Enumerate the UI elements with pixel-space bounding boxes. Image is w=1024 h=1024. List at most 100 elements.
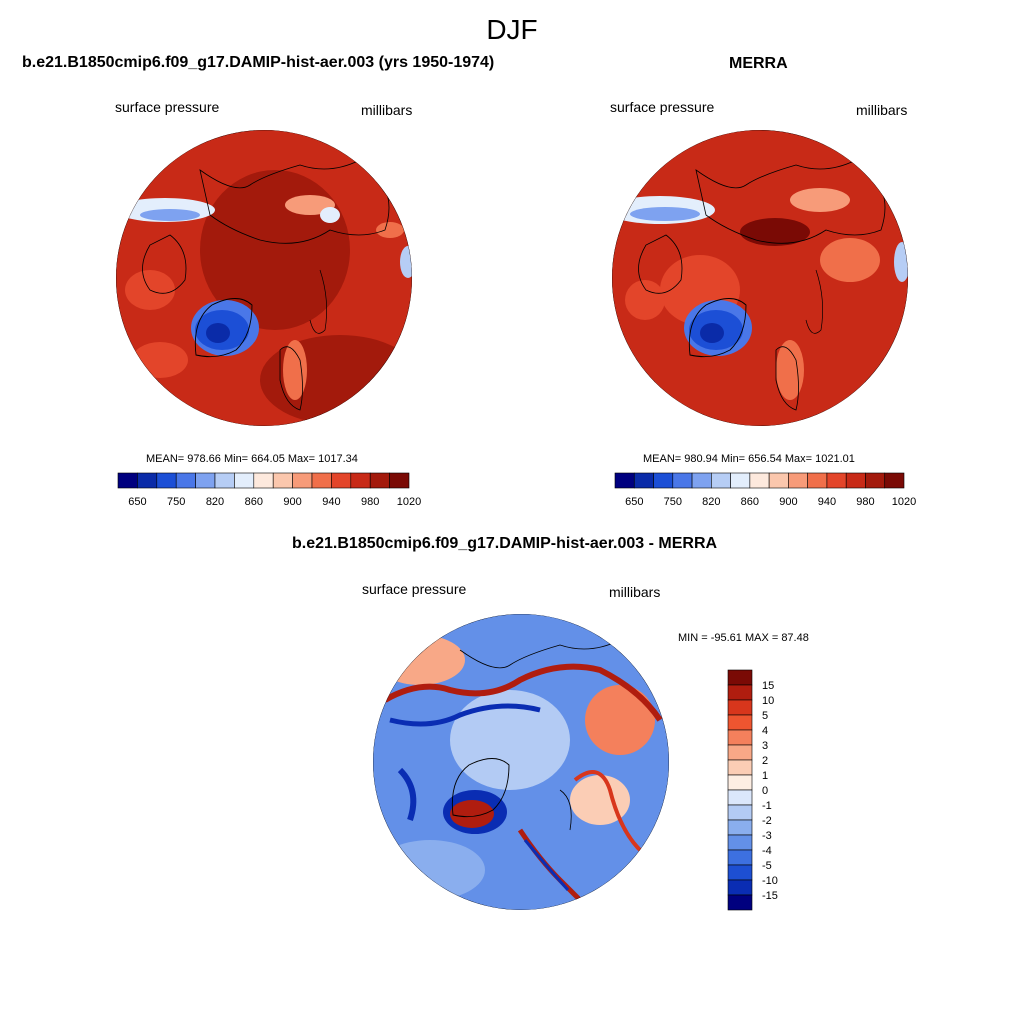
colorbar-swatch (253, 472, 274, 489)
colorbar-swatch (272, 472, 293, 489)
panel-3-units-label: millibars (609, 584, 661, 600)
colorbar-swatch (691, 472, 712, 489)
colorbar-swatch (234, 472, 255, 489)
colorbar-tick-label: 980 (856, 496, 874, 508)
map-3-atlantic (375, 840, 485, 900)
map-1-rockies-south (283, 340, 307, 400)
panel-2-title: MERRA (729, 55, 788, 72)
map-1-pacific-ring (132, 342, 188, 378)
colorbar-swatch (727, 819, 753, 836)
colorbar-tick-label: -15 (762, 890, 778, 902)
colorbar-1: 650 750 820 860 900 940 980 1020 (117, 472, 421, 508)
colorbar-swatch (389, 472, 410, 489)
map-3-pacific-pos (375, 635, 465, 685)
panel-3-title: b.e21.B1850cmip6.f09_g17.DAMIP-hist-aer.… (292, 535, 718, 552)
colorbar-swatch (727, 894, 753, 911)
panel-3-map (373, 614, 669, 910)
panel-1-map (116, 130, 412, 426)
colorbar-swatch (711, 472, 731, 489)
map-1-greenland-core (206, 323, 230, 343)
colorbar-swatch (788, 472, 808, 489)
colorbar-swatch (672, 472, 693, 489)
colorbar-swatch (727, 669, 753, 686)
colorbar-tick-label: 900 (779, 496, 797, 508)
colorbar-tick-label: 820 (702, 496, 720, 508)
colorbar-swatch (727, 834, 753, 851)
panel-2-stats: MEAN= 980.94 Min= 656.54 Max= 1021.01 (643, 453, 855, 465)
colorbar-tick-label: 0 (762, 785, 768, 797)
colorbar-swatch (727, 864, 753, 881)
panel-2-variable-label: surface pressure (610, 99, 715, 115)
colorbar-tick-label: 1020 (892, 496, 916, 508)
colorbar-swatch (350, 472, 371, 489)
colorbar-swatch (749, 472, 770, 489)
panel-2-map (612, 130, 908, 426)
colorbar-swatch (175, 472, 196, 489)
colorbar-swatch (884, 472, 905, 489)
colorbar-swatch (653, 472, 674, 489)
page-title: DJF (486, 14, 538, 45)
colorbar-tick-label: 940 (818, 496, 836, 508)
colorbar-tick-label: 860 (741, 496, 759, 508)
colorbar-swatch (845, 472, 866, 489)
map-2-siberia-mtn (625, 280, 665, 320)
map-3-asia-pos (585, 685, 655, 755)
colorbar-2: 650 750 820 860 900 940 980 1020 (614, 472, 916, 508)
panel-1-stats: MEAN= 978.66 Min= 664.05 Max= 1017.34 (146, 453, 358, 465)
colorbar-tick-label: 980 (361, 496, 379, 508)
colorbar-swatch (331, 472, 352, 489)
panel-1-variable-label: surface pressure (115, 99, 220, 115)
colorbar-tick-label: 750 (167, 496, 185, 508)
colorbar-swatch (826, 472, 847, 489)
colorbar-swatch (117, 472, 138, 489)
panel-3-stats: MIN = -95.61 MAX = 87.48 (678, 632, 809, 644)
colorbar-tick-label: 900 (283, 496, 301, 508)
map-3-arctic-field (450, 690, 570, 790)
colorbar-tick-label: -1 (762, 800, 772, 812)
colorbar-tick-label: 15 (762, 680, 774, 692)
colorbar-swatch (727, 729, 753, 746)
colorbar-tick-label: 5 (762, 710, 768, 722)
colorbar-swatch (727, 684, 753, 701)
map-2-greenland-core (700, 323, 724, 343)
colorbar-swatch (865, 472, 886, 489)
colorbar-swatch (214, 472, 235, 489)
colorbar-tick-label: -3 (762, 830, 772, 842)
colorbar-tick-label: 940 (322, 496, 340, 508)
colorbar-swatch (727, 714, 753, 731)
map-1-alps (376, 222, 404, 238)
colorbar-tick-label: 820 (206, 496, 224, 508)
colorbar-swatch (292, 472, 313, 489)
map-3-greenland-core (450, 800, 494, 828)
colorbar-swatch (137, 472, 158, 489)
colorbar-tick-label: -10 (762, 875, 778, 887)
colorbar-swatch (156, 472, 177, 489)
colorbar-swatch (195, 472, 216, 489)
colorbar-tick-label: 750 (664, 496, 682, 508)
panel-3-variable-label: surface pressure (362, 581, 467, 597)
colorbar-swatch (369, 472, 390, 489)
colorbar-swatch (727, 804, 753, 821)
map-2-rockies-south (776, 340, 804, 400)
colorbar-swatch (311, 472, 332, 489)
colorbar-tick-label: 4 (762, 725, 768, 737)
map-1-scandi-peak (320, 207, 340, 223)
colorbar-tick-label: 860 (245, 496, 263, 508)
colorbar-swatch (727, 879, 753, 896)
colorbar-tick-label: 1 (762, 770, 768, 782)
colorbar-swatch (807, 472, 828, 489)
colorbar-swatch (727, 744, 753, 761)
colorbar-swatch (727, 699, 753, 716)
map-2-rockies-core (630, 207, 700, 221)
map-2-tibet-edge (894, 242, 908, 282)
colorbar-tick-label: 2 (762, 755, 768, 767)
map-1-tibet-edge (400, 246, 412, 278)
colorbar-swatch (727, 849, 753, 866)
colorbar-swatch (730, 472, 751, 489)
colorbar-tick-label: 1020 (397, 496, 421, 508)
colorbar-tick-label: -2 (762, 815, 772, 827)
colorbar-tick-label: -5 (762, 860, 772, 872)
map-2-scandinavia (790, 188, 850, 212)
